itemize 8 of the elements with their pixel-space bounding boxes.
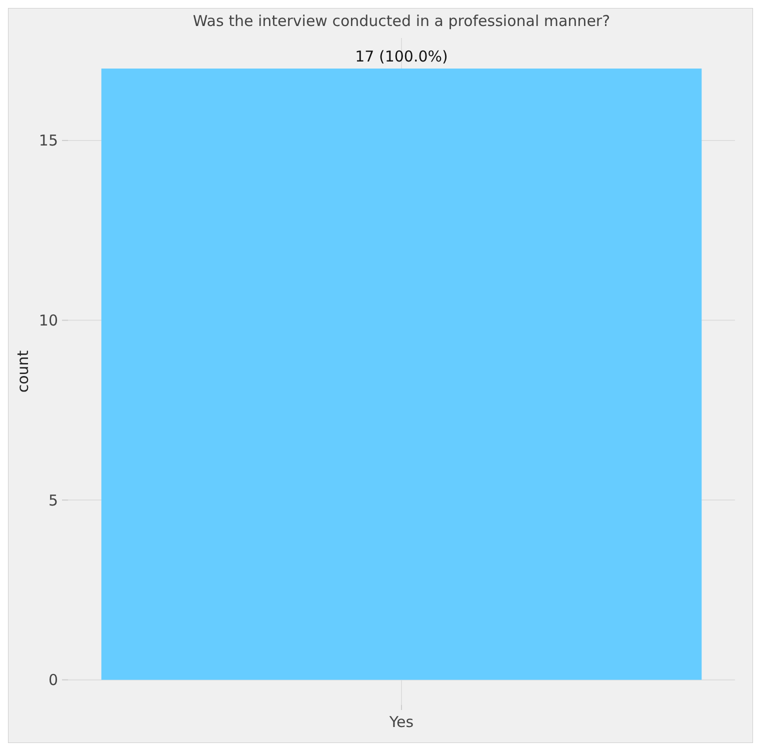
y-axis-title: count <box>14 350 32 393</box>
chart-title: Was the interview conducted in a professional manner? <box>192 12 610 30</box>
y-tick-label: 15 <box>38 132 58 150</box>
y-tick-label: 0 <box>48 671 58 690</box>
y-tick-label: 10 <box>38 312 58 330</box>
x-tick-label: Yes <box>388 713 414 731</box>
y-tick-label: 5 <box>48 491 58 510</box>
data-label: 17 (100.0%) <box>355 48 448 66</box>
